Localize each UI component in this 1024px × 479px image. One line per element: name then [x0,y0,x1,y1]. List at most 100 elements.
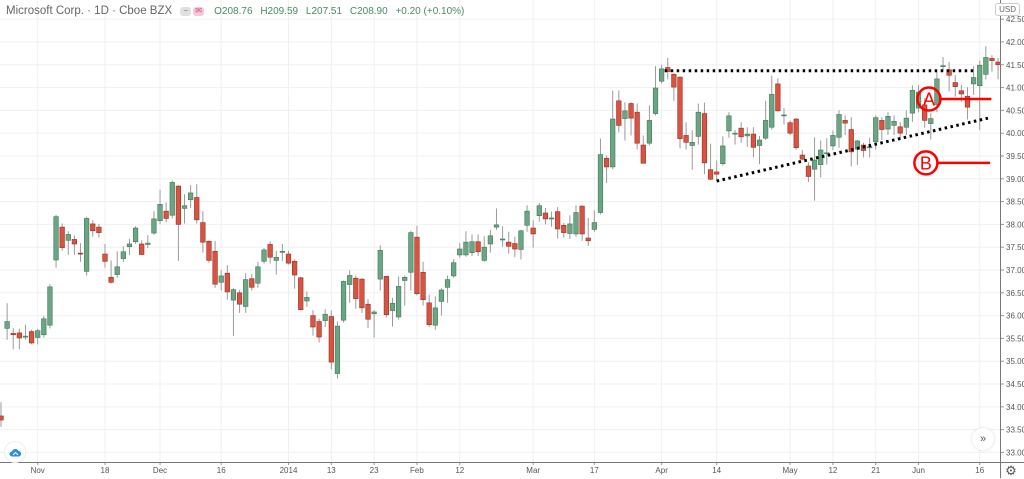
candle [10,327,16,350]
candle-body-up [35,330,41,338]
candle [750,127,756,158]
candle-body-up [903,117,909,128]
candle [389,297,396,327]
candle [928,113,934,140]
candle [940,57,946,72]
candle-body-up [255,266,261,284]
scroll-to-latest-button[interactable]: » [972,428,994,450]
candle [77,243,84,262]
candle-body-up [389,302,396,311]
x-tick-label: 14 [712,466,721,475]
support-trendline[interactable] [716,116,991,183]
candle [487,229,493,253]
candle [169,180,175,219]
candle [16,328,22,350]
candle [989,55,995,72]
candle-body-down [616,100,622,126]
candle [640,135,646,164]
candle-body-up [744,133,750,137]
candle-body-up [120,251,126,259]
candle-body-up [334,325,341,374]
candle-body-up [493,224,500,228]
marker-label-b[interactable]: B [920,153,932,173]
candle [114,251,120,278]
flag-icon[interactable]: ✉ [193,6,205,16]
candle-body-up [261,249,267,262]
currency-label[interactable]: USD [995,3,1020,16]
candle [842,115,848,135]
candle [677,76,683,149]
candle-body-up [622,110,628,119]
candle-body-down [964,95,971,108]
candle [971,66,977,95]
candle-body-down [677,76,683,139]
candle [71,235,78,255]
candle [126,238,133,255]
candle [860,142,867,158]
candle [457,243,463,258]
minus-icon[interactable]: − [180,6,192,16]
candle-body-up [977,64,983,87]
candle-body-down [585,237,591,242]
candle-body-up [132,227,139,243]
marker-circle-a[interactable] [916,86,942,112]
candle-body-up [279,250,285,253]
y-tick-label: 33.50 [1006,426,1024,435]
candle [35,328,41,345]
candle-body-down [163,210,169,219]
candle [359,278,365,313]
x-tick-label: 18 [101,466,110,475]
candle-body-down [952,82,958,87]
candle [218,269,224,291]
ohlc-values: O208.76 H209.59 L207.51 C208.90 +0.20 (+… [214,6,469,17]
candle-body-up [451,262,457,277]
candle [377,245,383,291]
candle [720,136,726,166]
candle [634,103,640,150]
candle [463,231,469,257]
marker-label-a[interactable]: A [923,89,935,109]
symbol-title[interactable]: Microsoft Corp. · 1D · Cboe BZX [6,5,173,17]
candle [805,162,812,182]
marker-circle-b[interactable] [913,150,939,176]
candle-body-down [958,90,964,95]
gear-icon[interactable]: ⚙ [1005,463,1017,478]
candle-body-up [524,210,530,226]
candle [426,294,432,328]
candle-body-down [530,227,536,235]
candle [689,130,695,170]
candle [292,259,298,289]
candle [573,205,579,237]
candle [334,321,341,379]
candle [59,223,65,251]
candle [206,240,212,263]
y-tick-label: 35.00 [1006,357,1024,366]
candle [897,122,903,141]
cloud-logo-icon[interactable] [4,441,26,463]
candle-body-down [707,169,714,180]
candle [181,194,188,224]
candle [145,235,151,249]
candle-body-up [610,118,616,168]
x-tick-label: 23 [370,466,379,475]
y-tick-label: 40.00 [1006,129,1024,138]
candle [616,90,622,133]
x-tick-label: Nov [31,466,45,475]
candle-body-up [47,286,53,326]
candle-body-down [10,333,16,336]
x-tick-label: 21 [871,466,880,475]
grid [0,0,1000,462]
candle [818,140,824,178]
candle [787,120,793,135]
candle-body-up [909,90,916,114]
change-value: +0.20 (+0.10%) [395,5,465,17]
candle [964,87,971,120]
candle [47,284,53,329]
candle-body-up [487,235,493,245]
candle [793,118,799,150]
drawings[interactable]: AB [664,69,992,183]
candle-body-down [328,316,334,363]
y-tick-label: 37.00 [1006,266,1024,275]
candle-body-down [194,197,200,221]
